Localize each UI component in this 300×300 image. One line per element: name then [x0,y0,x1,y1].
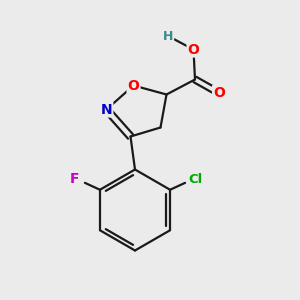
Text: O: O [188,43,200,56]
Text: H: H [163,29,173,43]
Text: O: O [128,79,140,92]
Text: Cl: Cl [188,173,203,186]
Text: N: N [101,103,112,116]
Text: O: O [213,86,225,100]
Text: F: F [70,172,79,186]
